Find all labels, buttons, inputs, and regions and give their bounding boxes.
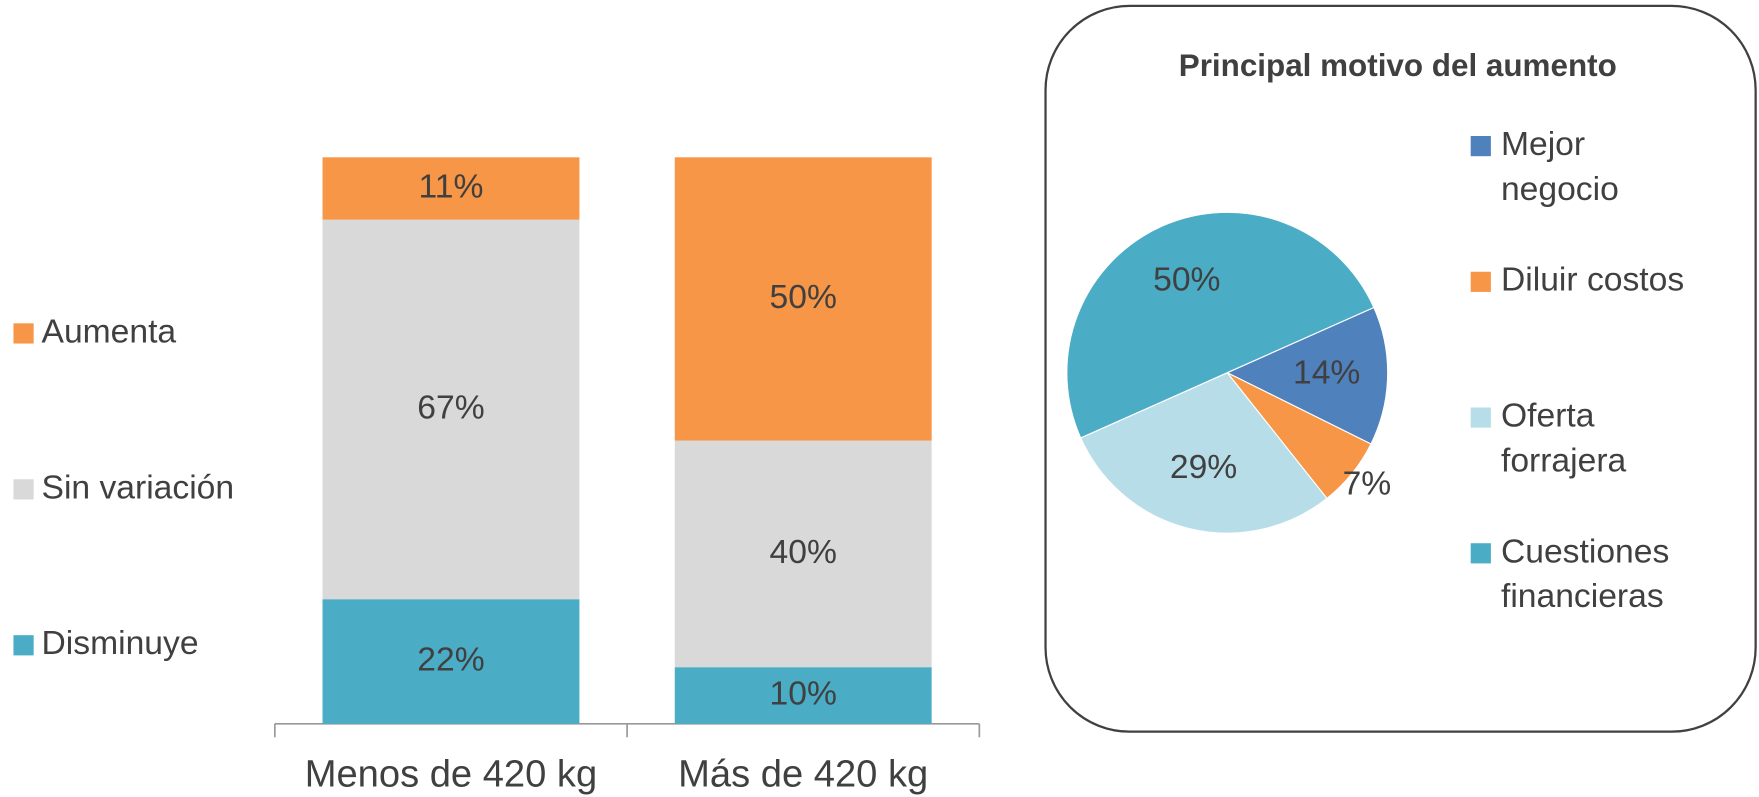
data-label: 29% xyxy=(1170,449,1237,486)
legend-label: Oferta forrajera xyxy=(1501,397,1627,479)
bar-segment xyxy=(322,219,580,600)
bar-segment xyxy=(674,667,932,724)
x-tick-label: Más de 420 kg xyxy=(678,753,928,796)
legend-label: Disminuye xyxy=(42,625,199,662)
bar-segment xyxy=(674,157,932,441)
legend-swatch xyxy=(1470,407,1491,428)
data-label: 14% xyxy=(1293,355,1360,392)
data-label: 67% xyxy=(417,389,484,426)
bar-segment xyxy=(322,157,580,220)
legend-label: Cuestiones financieras xyxy=(1501,533,1679,615)
bar-segment xyxy=(674,440,932,668)
data-label: 40% xyxy=(770,534,837,571)
data-label: 50% xyxy=(770,279,837,316)
data-label: 10% xyxy=(770,675,837,712)
legend-label: Sin variación xyxy=(42,469,235,506)
legend-label: Mejor negocio xyxy=(1501,126,1619,208)
x-tick-label: Menos de 420 kg xyxy=(305,753,597,796)
legend-swatch xyxy=(1470,271,1491,292)
pie-title: Principal motivo del aumento xyxy=(1179,48,1617,83)
legend-swatch xyxy=(1470,135,1491,157)
legend-swatch xyxy=(13,323,34,344)
legend-label: Aumenta xyxy=(42,313,177,350)
pie-frame xyxy=(1044,4,1757,733)
legend-swatch xyxy=(1470,543,1491,564)
legend-swatch xyxy=(13,479,34,500)
data-label: 50% xyxy=(1153,262,1220,299)
data-label: 7% xyxy=(1343,466,1392,503)
pie-slice xyxy=(1066,211,1375,439)
data-label: 22% xyxy=(417,641,484,678)
pie-slice xyxy=(1079,372,1328,534)
bar-segment xyxy=(322,599,580,724)
legend-swatch xyxy=(13,635,34,656)
pie-slice xyxy=(1225,306,1389,445)
legend-label: Diluir costos xyxy=(1501,262,1684,299)
data-label: 11% xyxy=(419,168,484,205)
